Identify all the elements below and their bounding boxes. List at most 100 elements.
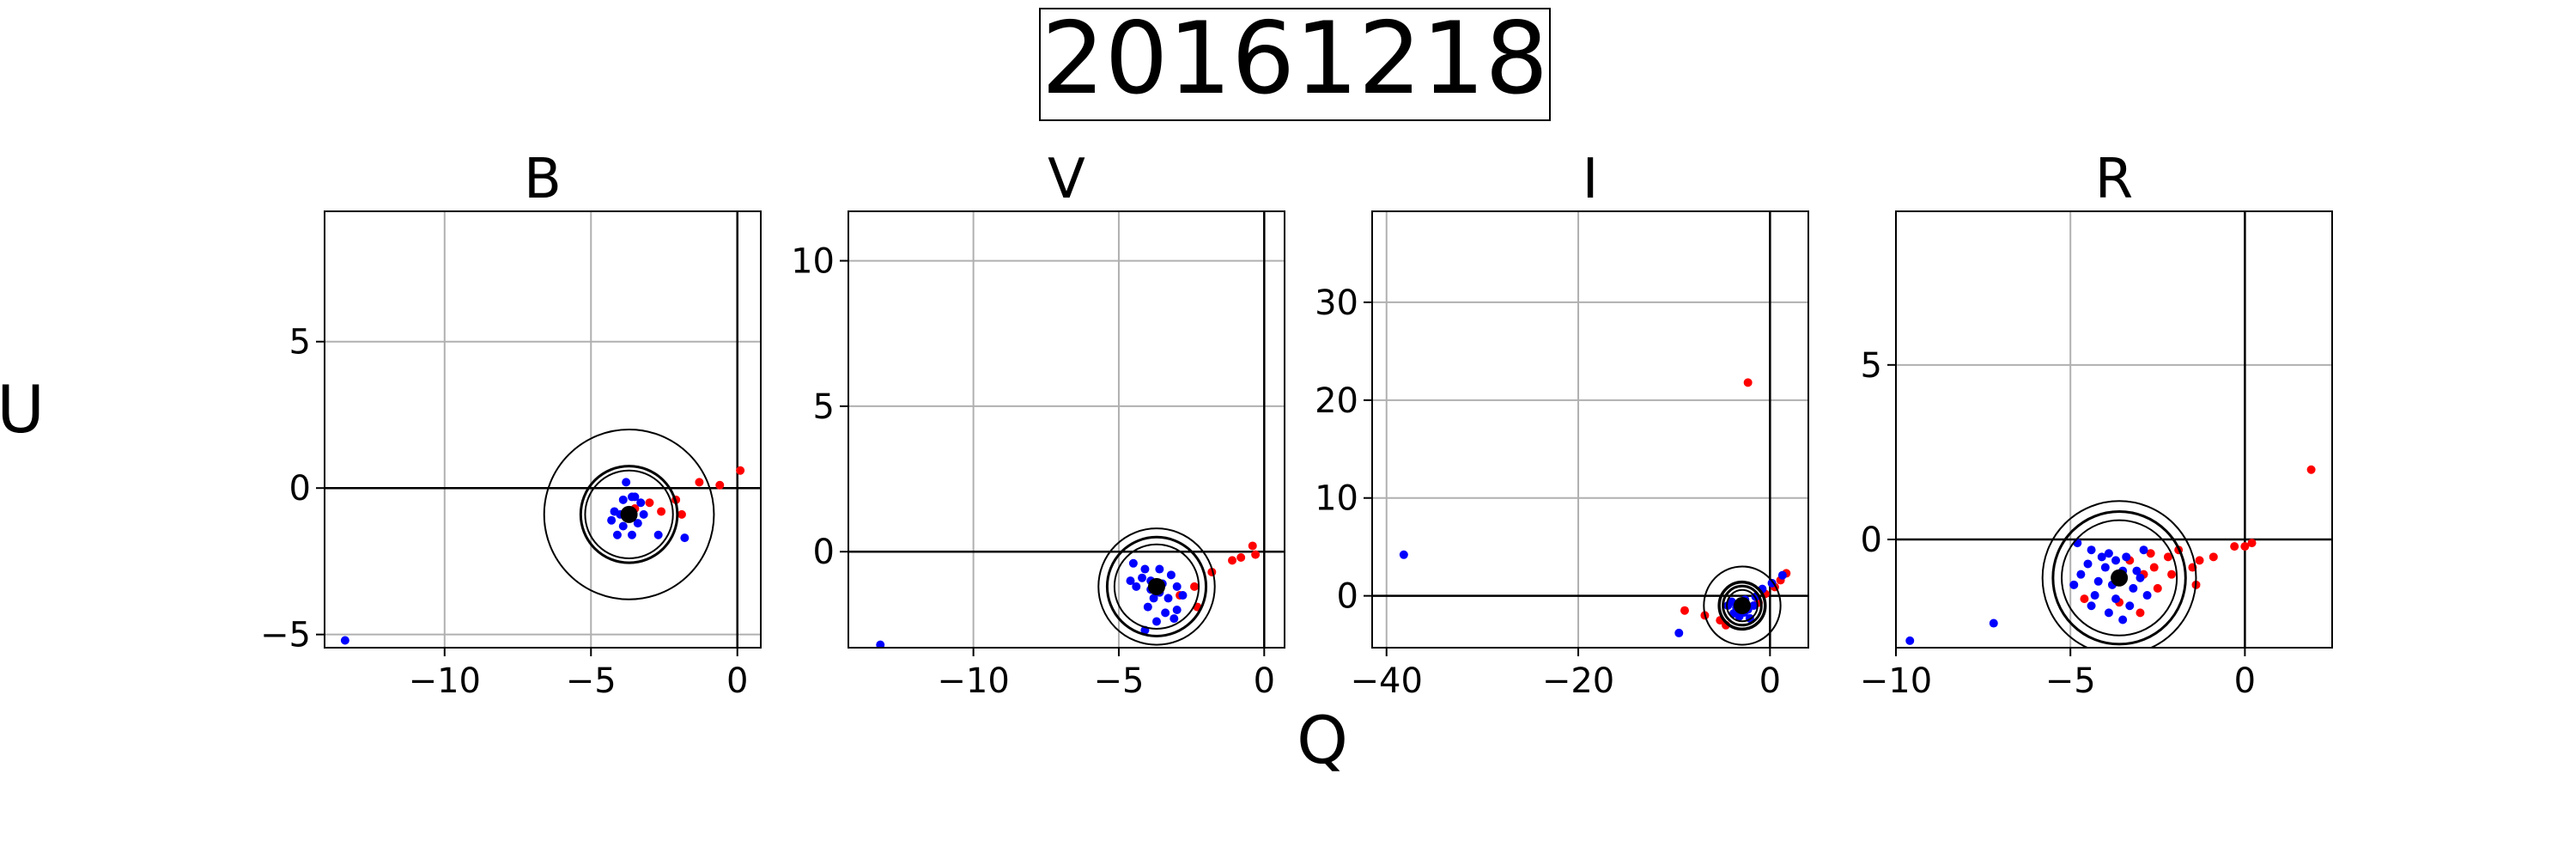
inlier-point <box>2087 601 2096 611</box>
outlier-point <box>1248 541 1257 551</box>
figure-ylabel: U <box>0 371 45 448</box>
inlier-point <box>2111 556 2121 565</box>
inlier-point <box>2142 591 2152 600</box>
outlier-point <box>695 478 704 487</box>
plot-area <box>325 211 761 648</box>
inlier-point <box>618 521 628 531</box>
inlier-point <box>653 530 663 539</box>
plot-frame <box>324 210 762 649</box>
subplot-panels: −10 −5 0 −5 0 5 B −10 −5 0 0 5 10 V −40 −20 0 0 10 20 30 I −10… <box>260 148 2333 701</box>
inlier-point <box>1723 601 1733 611</box>
confidence-circle <box>2041 500 2197 648</box>
inlier-point <box>1178 591 1188 600</box>
inlier-point <box>636 498 646 508</box>
confidence-circle <box>543 429 715 600</box>
x-tick-label: −5 <box>566 661 617 701</box>
confidence-circle <box>1703 565 1782 646</box>
inlier-point <box>2100 563 2110 572</box>
outlier-point <box>677 509 686 519</box>
inlier-point <box>1777 570 1787 580</box>
inlier-point <box>2083 559 2093 569</box>
inlier-point <box>1138 573 1147 582</box>
inlier-point <box>2069 580 2079 589</box>
outlier-point <box>2247 539 2257 548</box>
inlier-point <box>2111 594 2121 604</box>
inlier-point <box>1155 564 1164 574</box>
inlier-point <box>2093 576 2103 586</box>
outlier-point <box>2167 570 2177 579</box>
x-tick-label: −10 <box>409 661 481 701</box>
inlier-point <box>680 533 690 543</box>
inlier-point <box>1140 564 1150 574</box>
outlier-point <box>2306 465 2316 474</box>
confidence-circle <box>1722 584 1763 627</box>
outlier-point <box>1680 606 1689 615</box>
subplot-B: −10 −5 0 −5 0 5 B <box>260 148 762 701</box>
x-tick-label: −40 <box>1351 661 1423 701</box>
inlier-point <box>1674 628 1684 637</box>
inlier-point <box>2087 545 2096 555</box>
confidence-circle <box>2051 510 2187 646</box>
confidence-circle <box>1726 588 1759 623</box>
confidence-circle <box>1105 535 1208 637</box>
inlier-point <box>2097 552 2106 562</box>
confidence-circle <box>1113 543 1200 630</box>
inlier-point <box>618 495 628 504</box>
plot-area <box>1896 211 2332 648</box>
inlier-point <box>1149 594 1158 603</box>
inlier-point <box>1151 617 1161 626</box>
outlier-point <box>1228 556 1237 565</box>
inlier-point <box>1989 618 1998 628</box>
inlier-point <box>2076 570 2086 579</box>
outlier-point <box>1251 550 1261 559</box>
outlier-point <box>736 466 745 475</box>
inlier-point <box>2132 566 2142 576</box>
inlier-point <box>639 509 648 519</box>
figure-title-box <box>1039 8 1551 121</box>
inlier-point <box>2090 591 2099 600</box>
x-tick-label: −20 <box>1542 661 1614 701</box>
inlier-point <box>627 530 636 539</box>
inlier-point <box>2136 573 2145 582</box>
outlier-point <box>1236 553 1246 563</box>
subplot-title: R <box>2095 148 2133 211</box>
inlier-point <box>633 519 642 528</box>
inlier-point <box>1161 608 1170 618</box>
y-tick-label: 30 <box>1315 283 1358 323</box>
outlier-point <box>657 507 666 516</box>
subplot-title: B <box>524 148 562 211</box>
plot-frame <box>1895 210 2333 649</box>
inlier-point <box>1128 558 1138 568</box>
inlier-point <box>612 530 622 539</box>
outlier-point <box>2136 608 2145 618</box>
inlier-point <box>1399 550 1408 559</box>
y-tick-label: 5 <box>1861 346 1882 386</box>
y-tick-label: 0 <box>1337 577 1358 617</box>
inlier-point <box>1172 582 1182 591</box>
y-tick-label: 5 <box>289 323 311 362</box>
inlier-point <box>630 492 640 502</box>
inlier-point <box>1126 576 1135 586</box>
y-tick-label: 0 <box>813 533 835 572</box>
inlier-point <box>1749 601 1759 611</box>
inlier-point <box>1143 602 1152 612</box>
subplot-I: −40 −20 0 0 10 20 30 I <box>1315 148 1809 701</box>
x-tick-label: 0 <box>726 661 748 701</box>
center-point <box>1733 597 1751 615</box>
outlier-point <box>2230 542 2239 551</box>
outlier-point <box>2240 542 2250 551</box>
inlier-point <box>876 640 885 648</box>
y-tick-label: 0 <box>289 469 311 509</box>
outlier-point <box>2149 563 2159 572</box>
inlier-point <box>2104 549 2113 558</box>
y-tick-label: 5 <box>813 387 835 427</box>
confidence-circle <box>2061 519 2178 637</box>
inlier-point <box>2122 552 2131 562</box>
outlier-point <box>2146 549 2155 558</box>
outlier-point <box>2195 556 2204 565</box>
inlier-point <box>607 515 617 525</box>
inlier-point <box>622 478 631 487</box>
outlier-point <box>2153 583 2162 593</box>
outlier-point <box>2208 552 2218 562</box>
x-tick-label: −5 <box>2045 661 2096 701</box>
